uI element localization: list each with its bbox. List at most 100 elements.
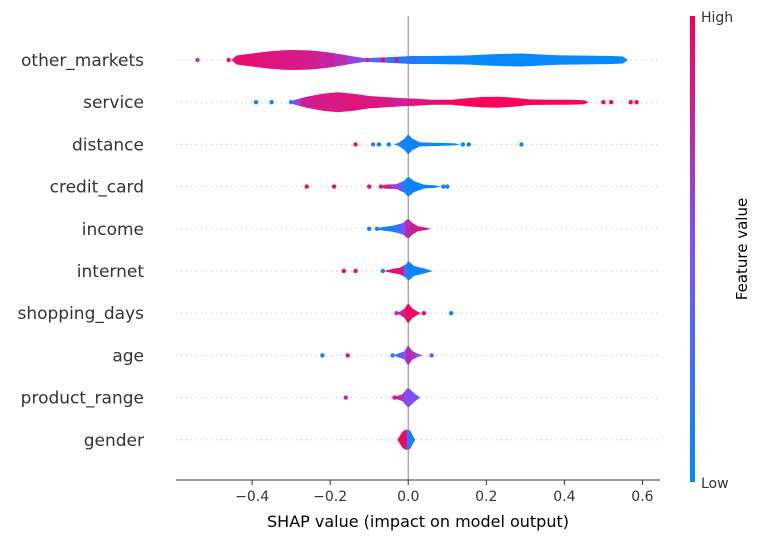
outlier-point <box>269 100 274 105</box>
violin-segment <box>576 92 589 113</box>
x-tick-label: 0.0 <box>397 489 419 505</box>
violin-segment <box>423 92 443 113</box>
violin-segment <box>410 303 415 324</box>
violin-segment <box>406 303 411 324</box>
x-tick-label: −0.2 <box>313 489 347 505</box>
violin-segment <box>414 303 421 324</box>
violin-segment <box>424 261 433 281</box>
violin-segment <box>558 92 577 113</box>
violin-segment <box>390 176 402 197</box>
violin-segment <box>418 176 431 197</box>
violin-credit_card <box>379 176 441 197</box>
outlier-point <box>378 184 384 189</box>
violin-segment <box>402 303 407 324</box>
outlier-point <box>226 57 231 63</box>
violin-segment <box>425 134 439 155</box>
violin-segment <box>302 50 320 70</box>
violin-segment <box>416 134 427 155</box>
violin-segment <box>290 92 302 113</box>
violin-segment <box>401 345 407 366</box>
violin-segment <box>437 50 458 70</box>
x-ticks: −0.4 −0.2 0.0 0.2 0.4 0.6 <box>235 480 654 505</box>
feature-label: income <box>82 220 144 240</box>
feature-label: credit_card <box>50 178 144 198</box>
outlier-point <box>367 226 372 231</box>
violin-segment <box>419 50 439 70</box>
violin-segment <box>383 261 396 281</box>
outlier-point <box>376 142 382 147</box>
outlier-point <box>609 100 614 105</box>
violin-segment <box>406 134 411 155</box>
violin-segment <box>418 261 426 281</box>
violin-segment <box>421 218 431 239</box>
outlier-point <box>370 142 376 147</box>
violin-segment <box>403 261 408 281</box>
violin-income <box>375 218 431 239</box>
outlier-point <box>601 100 606 105</box>
violin-segment <box>289 50 304 70</box>
x-tick-label: −0.4 <box>235 489 269 505</box>
violin-segment <box>395 303 403 324</box>
violin-segment <box>476 50 497 70</box>
violin-segment <box>347 50 361 70</box>
outlier-point <box>367 184 372 189</box>
outlier-point <box>253 100 259 105</box>
violin-segment <box>399 387 405 408</box>
x-axis-title: SHAP value (impact on model output) <box>267 512 569 531</box>
feature-rows <box>176 59 660 441</box>
violin-segment <box>505 92 523 113</box>
violin-segment <box>407 261 412 281</box>
violin-segment <box>413 387 421 408</box>
violin-segment <box>409 387 414 408</box>
violin-segment <box>377 92 394 113</box>
violin-segment <box>406 345 411 366</box>
violin-age <box>393 345 423 366</box>
feature-label: distance <box>72 135 144 155</box>
violin-segment <box>314 92 331 113</box>
violin-segment <box>386 218 399 239</box>
violin-segment <box>490 92 507 113</box>
outlier-point <box>353 142 358 147</box>
outlier-point <box>331 184 337 189</box>
violin-segment <box>375 218 388 239</box>
violin-segment <box>585 50 605 70</box>
violin-segment <box>513 50 530 70</box>
violin-segment <box>521 92 540 113</box>
outlier-point <box>634 100 639 105</box>
violin-segment <box>441 92 460 113</box>
outlier-point <box>320 353 325 358</box>
violin-segment <box>410 345 416 366</box>
violin-segment <box>457 50 478 70</box>
violin-segment <box>231 50 245 70</box>
outlier-point <box>353 268 358 274</box>
violin-segment <box>404 387 408 408</box>
outlier-point <box>343 395 348 400</box>
outlier-point <box>390 353 395 358</box>
violin-segment <box>400 176 407 197</box>
violin-segment <box>345 92 363 113</box>
feature-label: shopping_days <box>17 304 144 324</box>
outlier-point <box>365 57 370 63</box>
outlier-point <box>394 311 399 316</box>
violin-segment <box>300 92 316 113</box>
x-tick-label: 0.6 <box>631 489 653 505</box>
violin-segment <box>437 134 450 155</box>
violin-segment <box>617 50 628 70</box>
violin-segment <box>449 134 461 155</box>
outlier-point <box>460 142 466 147</box>
violin-segment <box>330 92 347 113</box>
outlier-point <box>392 395 397 400</box>
outlier-point <box>345 353 350 358</box>
outlier-point <box>519 142 524 147</box>
violin-segment <box>411 261 419 281</box>
violin-segment <box>415 218 423 239</box>
violin-segment <box>393 345 403 366</box>
violin-other_markets <box>231 50 628 70</box>
colorbar-high-label: High <box>701 10 733 26</box>
x-tick-label: 0.2 <box>475 489 497 505</box>
outlier-point <box>421 311 427 316</box>
violin-segment <box>411 176 420 197</box>
violin-segment <box>409 429 416 450</box>
